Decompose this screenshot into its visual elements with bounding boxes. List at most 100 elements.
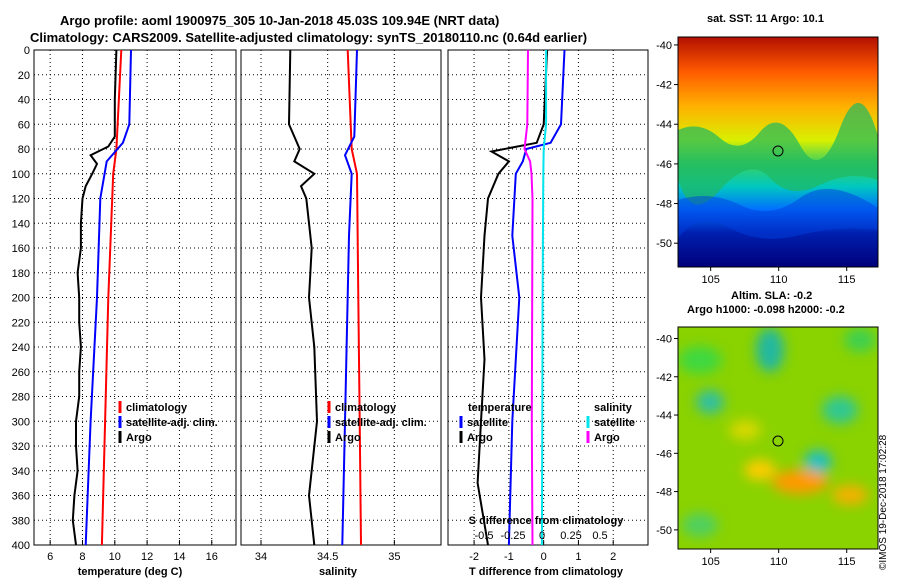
x-tick-label: 0 [541, 551, 547, 563]
depth-tick-label: 160 [12, 243, 30, 255]
depth-tick-label: 120 [12, 194, 30, 206]
legend-label-satellite: satellite-adj. clim. [126, 417, 218, 429]
sla-map: -40 -42 -44 -46 -48 -50 105 110 115 [656, 326, 879, 568]
x-tick-label: 16 [206, 551, 218, 563]
salinity-panel: 34 34.5 35 [240, 49, 442, 563]
s-diff-tick-label: -0.25 [500, 530, 525, 542]
sst-cold-band [678, 189, 878, 239]
difference-panel: -2 -1 0 1 2 [447, 49, 649, 563]
sst-map-frame [677, 36, 879, 268]
depth-tick-label: 200 [12, 293, 30, 305]
series-line-argo [287, 49, 319, 546]
depth-tick-label: 140 [12, 218, 30, 230]
legend-label-temp-argo: Argo [467, 432, 493, 444]
depth-tick-label: 20 [18, 70, 30, 82]
depth-tick-label: 380 [12, 515, 30, 527]
x-tick-label: 1 [575, 551, 581, 563]
series-line-temperature-argo [476, 49, 549, 546]
map-lat-label: -48 [656, 199, 672, 211]
sla-argo-marker [772, 435, 784, 447]
legend-label-argo: Argo [335, 432, 361, 444]
depth-tick-label: 80 [18, 144, 30, 156]
depth-tick-label: 240 [12, 342, 30, 354]
depth-tick-label: 220 [12, 317, 30, 329]
map-lat-label: -40 [656, 333, 672, 345]
x-tick-label: 35 [388, 551, 400, 563]
salinity-legend: climatology satellite-adj. clim. Argo [327, 401, 427, 444]
s-diff-tick-label: 0 [539, 530, 545, 542]
series-line-climatology [100, 49, 123, 546]
series-line-climatology [346, 49, 362, 546]
map-lon-label: 105 [701, 274, 719, 286]
temperature-panel: 6 8 10 12 14 16 [33, 49, 237, 563]
sla-map-title-1: Altim. SLA: -0.2 [731, 290, 813, 302]
depth-tick-label: 280 [12, 392, 30, 404]
x-tick-label: 34 [255, 551, 267, 563]
map-lat-label: -40 [656, 40, 672, 52]
depth-tick-label: 320 [12, 441, 30, 453]
map-lat-label: -46 [656, 159, 672, 171]
temperature-xlabel: temperature (deg C) [78, 566, 183, 578]
s-diff-tick-label: 0.25 [560, 530, 581, 542]
depth-tick-label: 40 [18, 95, 30, 107]
sst-argo-marker [772, 145, 784, 157]
depth-tick-label: 260 [12, 367, 30, 379]
x-tick-label: 34.5 [317, 551, 338, 563]
map-lon-label: 110 [770, 556, 788, 568]
x-tick-label: -2 [469, 551, 479, 563]
difference-legend: temperature salinity satellite Argo sate… [459, 402, 635, 444]
legend-label-sal-satellite: satellite [594, 417, 635, 429]
series-line-salinity-satellite [540, 50, 548, 546]
legend-title-salinity: salinity [594, 402, 633, 414]
map-lat-label: -42 [656, 80, 672, 92]
temperature-legend: climatology satellite-adj. clim. Argo [118, 401, 218, 444]
map-lat-label: -46 [656, 448, 672, 460]
map-lat-label: -48 [656, 487, 672, 499]
depth-tick-label: 360 [12, 491, 30, 503]
map-lat-label: -42 [656, 372, 672, 384]
x-tick-label: 8 [79, 551, 85, 563]
sst-map: -40 -42 -44 -46 -48 -50 105 110 115 [656, 36, 879, 286]
map-lon-label: 115 [838, 556, 856, 568]
series-line-argo [71, 49, 118, 546]
map-lat-label: -50 [656, 525, 672, 537]
sst-map-title: sat. SST: 11 Argo: 10.1 [707, 13, 824, 25]
depth-tick-label: 400 [12, 540, 30, 552]
legend-label-climatology: climatology [335, 402, 397, 414]
legend-label-temp-satellite: satellite [467, 417, 508, 429]
map-lon-label: 110 [770, 274, 788, 286]
depth-tick-label: 180 [12, 268, 30, 280]
depth-tick-label: 0 [24, 45, 30, 57]
depth-tick-label: 60 [18, 119, 30, 131]
legend-label-climatology: climatology [126, 402, 188, 414]
series-line-salinity-argo [523, 49, 534, 546]
x-tick-label: 14 [173, 551, 185, 563]
legend-label-argo: Argo [126, 432, 152, 444]
map-lat-label: -44 [656, 410, 672, 422]
map-lon-label: 115 [838, 274, 856, 286]
series-line-satellite-adj-clim- [84, 49, 132, 546]
x-tick-label: 2 [610, 551, 616, 563]
sla-map-frame [677, 326, 879, 550]
title-line-1: Argo profile: aoml 1900975_305 10-Jan-20… [60, 13, 500, 28]
map-lat-label: -44 [656, 119, 672, 131]
s-diff-tick-label: 0.5 [592, 530, 607, 542]
x-tick-label: 6 [47, 551, 53, 563]
depth-tick-label: 100 [12, 169, 30, 181]
salinity-xlabel: salinity [319, 566, 358, 578]
sla-map-title-2: Argo h1000: -0.098 h2000: -0.2 [687, 304, 845, 316]
legend-label-satellite: satellite-adj. clim. [335, 417, 427, 429]
x-tick-label: 10 [109, 551, 121, 563]
map-lon-label: 105 [701, 556, 719, 568]
series-line-satellite-adj-clim- [341, 49, 358, 546]
legend-label-sal-argo: Argo [594, 432, 620, 444]
series-line-temperature-satellite [507, 49, 566, 546]
x-tick-label: 12 [141, 551, 153, 563]
depth-tick-label: 300 [12, 416, 30, 428]
x-tick-label: -1 [504, 551, 514, 563]
s-difference-label: S difference from climatology [469, 515, 625, 527]
title-line-2: Climatology: CARS2009. Satellite-adjuste… [30, 30, 588, 45]
s-diff-tick-label: -0.5 [475, 530, 494, 542]
difference-xlabel: T difference from climatology [469, 566, 624, 578]
